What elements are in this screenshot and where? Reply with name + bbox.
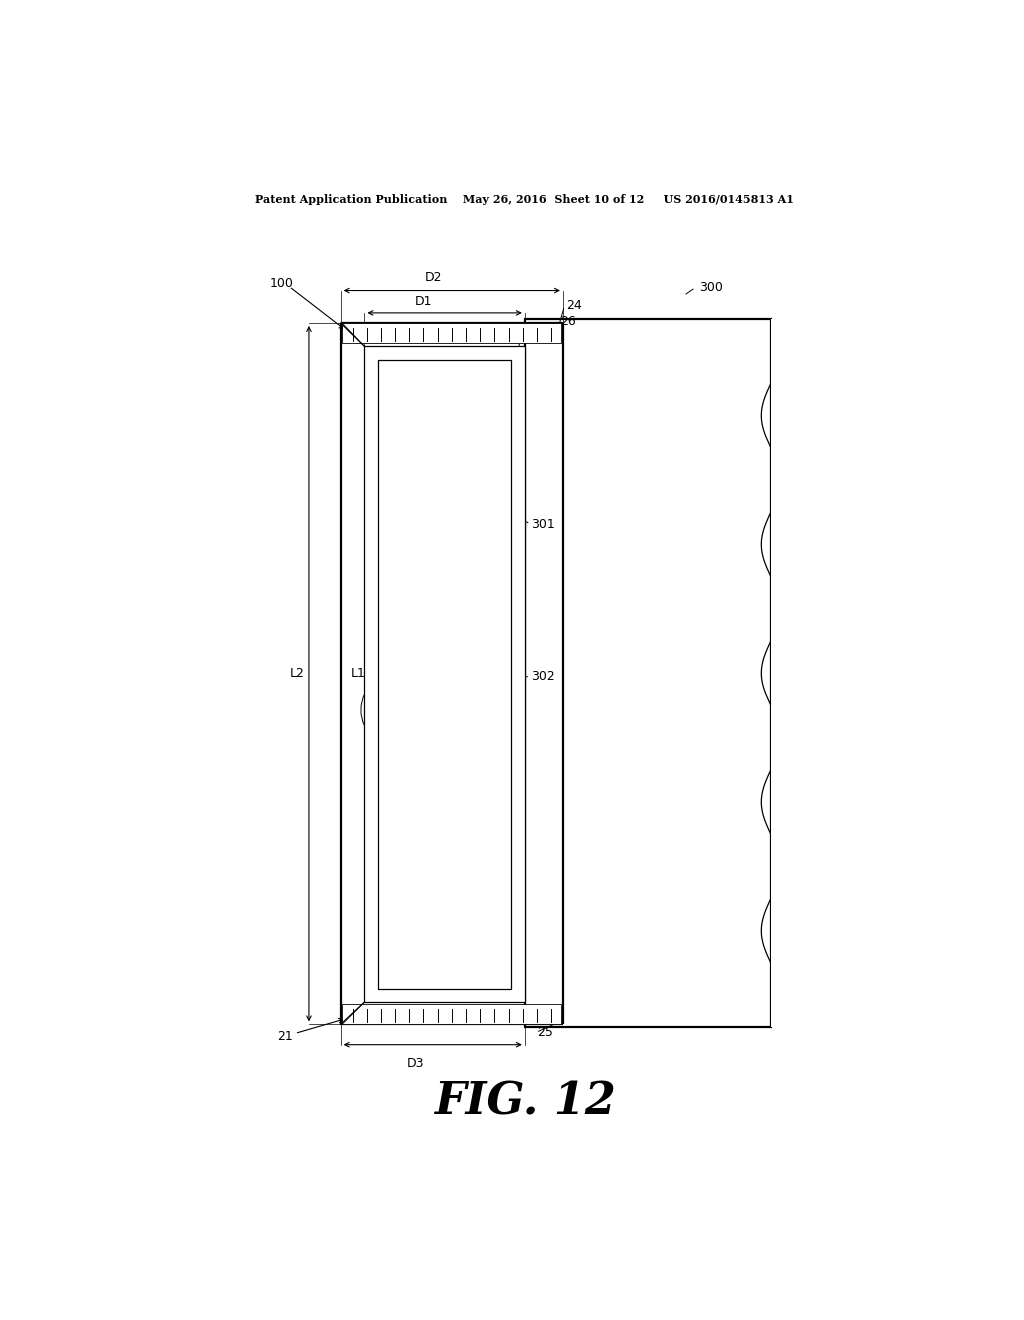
Bar <box>342 1005 561 1024</box>
Text: 302: 302 <box>531 671 555 684</box>
Text: Patent Application Publication    May 26, 2016  Sheet 10 of 12     US 2016/01458: Patent Application Publication May 26, 2… <box>255 194 795 205</box>
Bar <box>365 346 524 1002</box>
Text: L2: L2 <box>290 667 304 680</box>
Bar <box>524 319 771 1027</box>
Text: D3: D3 <box>407 1057 424 1071</box>
Bar <box>365 346 524 1002</box>
Text: D2: D2 <box>425 272 442 284</box>
Text: D1: D1 <box>415 294 432 308</box>
Bar <box>524 319 771 1027</box>
Text: 26: 26 <box>538 1011 553 1024</box>
Text: 25: 25 <box>538 1026 553 1039</box>
Text: 21: 21 <box>278 1030 293 1043</box>
Text: 100: 100 <box>269 277 293 290</box>
Bar <box>378 359 511 989</box>
Text: 24: 24 <box>566 300 582 313</box>
Text: 31: 31 <box>521 333 538 346</box>
Text: 301: 301 <box>531 517 555 531</box>
Bar <box>342 323 561 343</box>
Text: 26: 26 <box>560 314 575 327</box>
Text: 300: 300 <box>699 281 723 294</box>
Text: FIG. 12: FIG. 12 <box>434 1080 615 1123</box>
Text: L1: L1 <box>351 667 367 680</box>
Bar <box>771 319 890 1027</box>
